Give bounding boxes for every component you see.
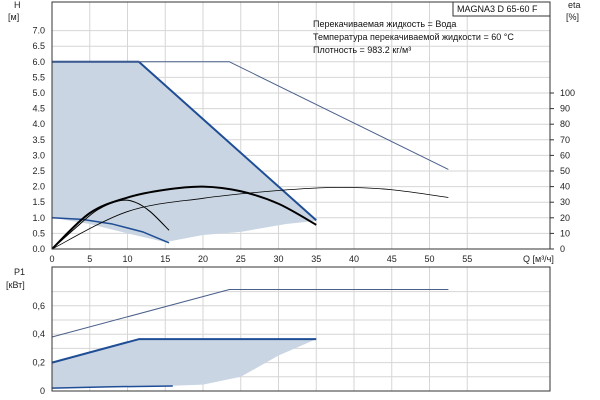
x-tick-label: 5 — [87, 254, 92, 264]
y2-tick-label: 10 — [560, 228, 570, 238]
power-max-curve — [51, 338, 317, 364]
y-tick-label: 6.5 — [32, 41, 45, 51]
x-tick-label: 30 — [273, 254, 283, 264]
y2-tick-label: 0 — [560, 244, 565, 254]
x-tick-label: 55 — [462, 254, 472, 264]
x-tick-label: 40 — [349, 254, 359, 264]
top-plot-frame — [51, 1, 551, 250]
y2-tick-label: 90 — [560, 104, 570, 114]
y-axis-label: H — [14, 0, 21, 10]
y2-axis-unit: [%] — [566, 12, 579, 22]
y-axis-unit: [м] — [8, 12, 19, 22]
p1-tick-label: 0,2 — [32, 358, 45, 368]
power-range-area — [52, 339, 317, 389]
p1-tick-label: 0,6 — [32, 301, 45, 311]
model-title-box — [452, 1, 551, 17]
p1-axis-label: P1 — [14, 267, 25, 277]
y-tick-label: 5.5 — [32, 72, 45, 82]
y-tick-label: 4.5 — [32, 104, 45, 114]
info-temperature: Температура перекачиваемой жидкости = 60… — [313, 32, 514, 42]
y-tick-label: 6.0 — [32, 57, 45, 67]
y2-tick-label: 40 — [560, 182, 570, 192]
y2-tick-label: 60 — [560, 150, 570, 160]
top-ticks-layer: 0 5 10 15 20 25 30 35 40 45 50 55 0.0 0.5 1.0 1.5 2.0 2.5… — [32, 26, 575, 264]
x-tick-label: 0 — [49, 254, 54, 264]
power-extended-curve — [51, 288, 449, 338]
x-axis-label: Q [м³/ч] — [523, 254, 554, 264]
efficiency-extended-curve — [51, 186, 449, 250]
max-head-extended-curve — [52, 61, 449, 170]
power-min-curve — [51, 385, 173, 389]
y2-tick-label: 50 — [560, 166, 570, 176]
bottom-series-layer — [51, 288, 449, 389]
bottom-plot-frame — [51, 266, 551, 392]
p1-tick-label: 0 — [40, 386, 45, 396]
y-tick-label: 7.0 — [32, 26, 45, 36]
y-tick-label: 2.0 — [32, 182, 45, 192]
y2-tick-label: 70 — [560, 135, 570, 145]
operating-range-area — [52, 61, 317, 243]
y-tick-label: 0.5 — [32, 228, 45, 238]
info-density: Плотность = 983.2 кг/м³ — [313, 45, 411, 55]
y-tick-label: 1.0 — [32, 213, 45, 223]
y2-tick-label: 30 — [560, 197, 570, 207]
top-area-layer — [52, 61, 317, 243]
bottom-area-layer — [52, 339, 317, 389]
chart-title: MAGNA3 D 65-60 F — [457, 4, 538, 14]
y-tick-label: 2.5 — [32, 166, 45, 176]
efficiency-mid-curve — [51, 199, 170, 250]
x-tick-label: 15 — [160, 254, 170, 264]
bottom-ticks-layer: 0 0,2 0,4 0,6 — [32, 301, 45, 396]
y-tick-label: 0.0 — [32, 244, 45, 254]
x-tick-label: 50 — [424, 254, 434, 264]
y-tick-label: 3.5 — [32, 135, 45, 145]
y2-tick-label: 80 — [560, 119, 570, 129]
y-tick-label: 4.0 — [32, 119, 45, 129]
x-tick-label: 10 — [122, 254, 132, 264]
y-tick-label: 3.0 — [32, 150, 45, 160]
info-fluid: Перекачиваемая жидкость = Вода — [313, 19, 456, 29]
y-tick-label: 5.0 — [32, 88, 45, 98]
x-tick-label: 25 — [236, 254, 246, 264]
min-head-curve — [51, 217, 170, 244]
x-tick-label: 35 — [311, 254, 321, 264]
efficiency-max-curve — [51, 185, 317, 250]
y2-axis-label: eta — [568, 0, 581, 10]
y2-tick-label: 100 — [560, 88, 575, 98]
x-tick-label: 20 — [198, 254, 208, 264]
y2-tick-label: 20 — [560, 213, 570, 223]
p1-axis-unit: [кВт] — [6, 280, 25, 290]
y-tick-label: 1.5 — [32, 197, 45, 207]
p1-tick-label: 0,4 — [32, 329, 45, 339]
x-tick-label: 45 — [387, 254, 397, 264]
top-series-layer — [51, 60, 449, 250]
